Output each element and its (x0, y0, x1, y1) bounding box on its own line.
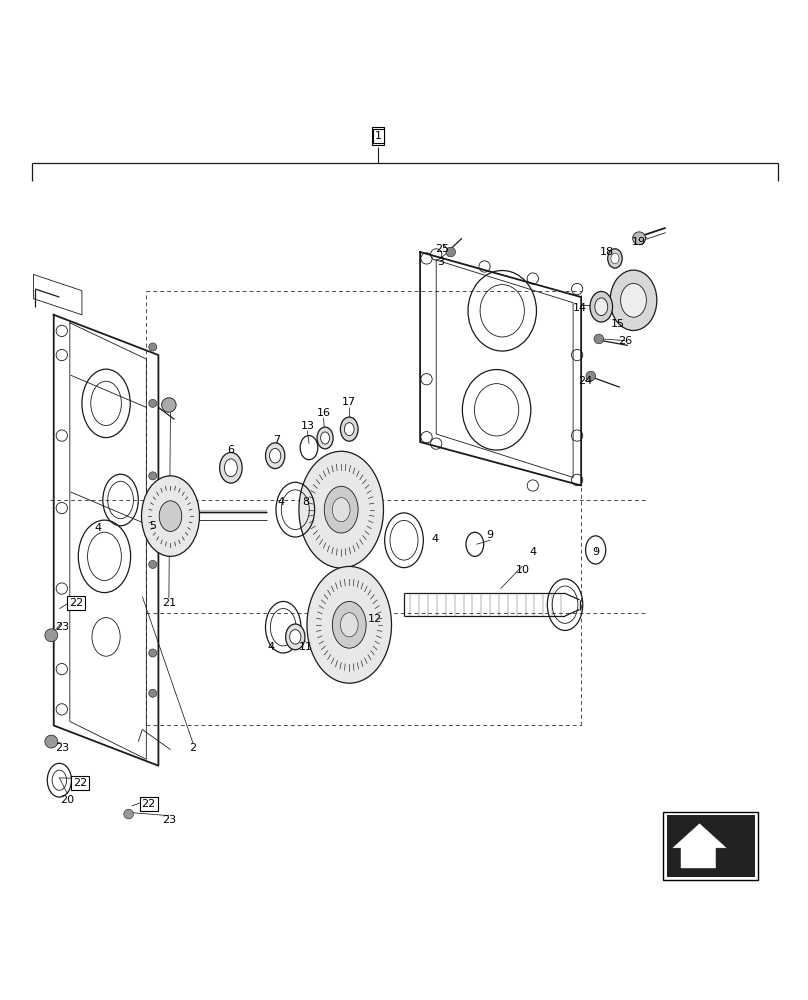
Circle shape (446, 247, 456, 257)
Text: 23: 23 (55, 622, 69, 632)
Text: 16: 16 (317, 408, 330, 418)
Text: 4: 4 (431, 534, 438, 544)
Circle shape (124, 809, 133, 819)
Circle shape (149, 399, 157, 407)
Text: 13: 13 (301, 421, 314, 431)
Ellipse shape (141, 476, 200, 556)
Ellipse shape (220, 452, 242, 483)
Text: 25: 25 (436, 244, 450, 254)
Circle shape (149, 560, 157, 568)
Text: 17: 17 (342, 397, 356, 407)
Text: 9: 9 (592, 547, 600, 557)
Ellipse shape (321, 432, 330, 444)
Text: 3: 3 (437, 257, 444, 267)
Ellipse shape (621, 283, 646, 317)
Text: 22: 22 (74, 778, 87, 788)
Ellipse shape (317, 427, 333, 449)
Ellipse shape (610, 270, 657, 331)
Circle shape (586, 371, 595, 381)
Text: 1: 1 (375, 131, 381, 141)
Ellipse shape (225, 459, 238, 477)
Ellipse shape (340, 613, 358, 637)
Bar (663, 812, 758, 880)
Text: 2: 2 (189, 743, 196, 753)
Text: 20: 20 (61, 795, 74, 805)
Ellipse shape (286, 624, 305, 650)
Text: 22: 22 (141, 799, 156, 809)
Text: 21: 21 (162, 598, 176, 608)
Text: 18: 18 (600, 247, 614, 257)
Text: 8: 8 (302, 497, 309, 507)
Bar (667, 816, 755, 876)
Text: 4: 4 (95, 523, 102, 533)
Text: 4: 4 (267, 642, 275, 652)
Text: 24: 24 (578, 376, 592, 386)
Text: 12: 12 (368, 614, 382, 624)
Ellipse shape (590, 291, 612, 322)
Ellipse shape (159, 501, 182, 531)
Text: 6: 6 (227, 445, 234, 455)
Ellipse shape (332, 498, 350, 522)
Ellipse shape (595, 298, 608, 316)
Text: 10: 10 (516, 565, 529, 575)
Text: 23: 23 (162, 815, 176, 825)
Bar (667, 815, 755, 877)
Text: 23: 23 (55, 743, 69, 753)
Text: 5: 5 (149, 521, 156, 531)
Text: 7: 7 (273, 435, 280, 445)
Text: 19: 19 (632, 237, 646, 247)
Circle shape (594, 334, 604, 344)
Circle shape (149, 343, 157, 351)
Text: 22: 22 (69, 598, 83, 608)
Polygon shape (673, 824, 726, 868)
Circle shape (149, 649, 157, 657)
Text: 14: 14 (573, 303, 587, 313)
Text: 4: 4 (277, 497, 284, 507)
Ellipse shape (608, 249, 622, 268)
Text: 9: 9 (486, 530, 494, 540)
Ellipse shape (266, 443, 285, 469)
Text: 26: 26 (618, 336, 633, 346)
Ellipse shape (324, 486, 358, 533)
Ellipse shape (332, 601, 366, 648)
Circle shape (633, 232, 646, 245)
Circle shape (162, 398, 176, 412)
Ellipse shape (344, 423, 354, 436)
Circle shape (45, 629, 57, 642)
Ellipse shape (611, 253, 619, 264)
Circle shape (45, 735, 57, 748)
Ellipse shape (270, 448, 281, 463)
Circle shape (149, 689, 157, 697)
Ellipse shape (307, 566, 392, 683)
Text: 15: 15 (610, 319, 625, 329)
Text: 4: 4 (529, 547, 537, 557)
Ellipse shape (299, 451, 384, 568)
Text: 1: 1 (374, 130, 382, 143)
Text: 11: 11 (299, 642, 313, 652)
Circle shape (149, 472, 157, 480)
Ellipse shape (289, 630, 301, 644)
Ellipse shape (340, 417, 358, 441)
